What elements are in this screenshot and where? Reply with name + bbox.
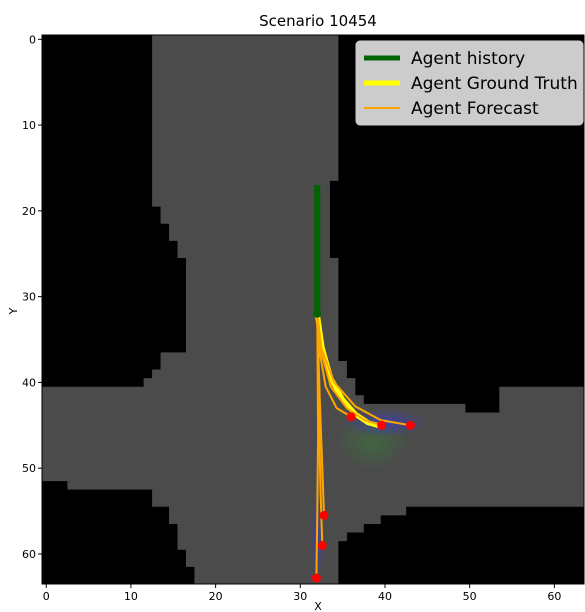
legend: Agent history Agent Ground Truth Agent For…: [355, 40, 584, 126]
agent-current-position: [313, 309, 322, 318]
forecast-endpoint-3: [319, 510, 329, 520]
x-tick-label: 50: [463, 590, 477, 603]
y-tick-label: 50: [22, 462, 36, 475]
series-line-agent-forecast-7: [315, 312, 320, 579]
plot-frame: [41, 34, 585, 585]
series-line-agent-forecast-3: [316, 312, 383, 427]
y-tick-label: 20: [22, 205, 36, 218]
x-tick-label: 10: [124, 590, 138, 603]
plot-area: [41, 34, 585, 585]
legend-label-2: Agent Forecast: [411, 99, 539, 119]
x-tick-label: 40: [378, 590, 392, 603]
forecast-endpoint-2: [346, 412, 356, 422]
y-tick-label: 40: [22, 376, 36, 389]
forecast-endpoint-5: [311, 573, 321, 583]
forecast-endpoint-0: [405, 420, 415, 430]
x-tick-label: 60: [547, 590, 561, 603]
forecast-endpoint-4: [317, 540, 327, 550]
y-tick-label: 0: [29, 33, 36, 46]
y-tick-label: 30: [22, 291, 36, 304]
chart-title: Scenario 10454: [259, 12, 377, 30]
legend-label-1: Agent Ground Truth: [411, 74, 578, 94]
x-tick-label: 30: [293, 590, 307, 603]
legend-box: [355, 40, 584, 126]
forecast-endpoint-1: [377, 420, 387, 430]
x-axis-ticks: 0 10 20 30 40 50 60: [43, 584, 561, 603]
y-tick-label: 10: [22, 119, 36, 132]
x-tick-label: 20: [209, 590, 223, 603]
y-axis-label: Y: [7, 307, 20, 315]
road-region: [42, 35, 584, 584]
y-tick-label: 60: [22, 548, 36, 561]
x-axis-label: X: [314, 600, 322, 612]
x-tick-label: 0: [43, 590, 50, 603]
y-axis-ticks: 0 10 20 30 40 50 60: [22, 33, 42, 561]
legend-label-0: Agent history: [411, 49, 525, 69]
